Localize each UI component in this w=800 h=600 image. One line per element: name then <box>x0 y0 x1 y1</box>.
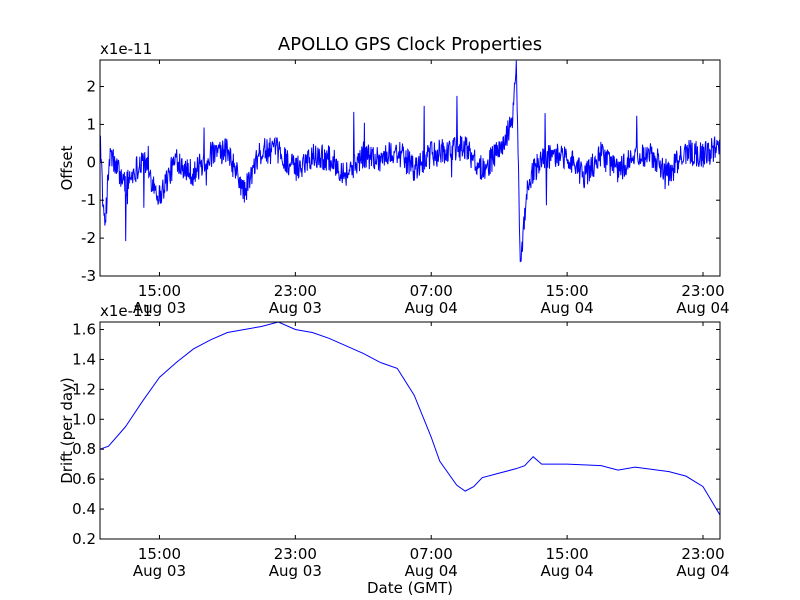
offset-x-tick-date: Aug 03 <box>269 299 322 317</box>
offset-y-multiplier: x1e-11 <box>100 40 152 58</box>
offset-axes-frame <box>99 59 721 277</box>
drift-y-tick-label: 0.4 <box>72 500 96 518</box>
drift-y-axis-label: Drift (per day) <box>58 377 76 484</box>
drift-x-tick-date: Aug 03 <box>269 562 322 580</box>
drift-x-tick-time: 07:00 <box>410 545 453 563</box>
drift-y-tick-label: 1.0 <box>72 410 96 428</box>
drift-y-tick-label: 0.2 <box>72 530 96 548</box>
drift-axes-frame <box>99 321 721 540</box>
drift-series-line <box>99 321 721 516</box>
offset-x-tick-date: Aug 04 <box>541 299 594 317</box>
offset-y-tick-label: -3 <box>81 267 96 285</box>
offset-y-tick-label: -1 <box>81 191 96 209</box>
drift-x-tick-time: 23:00 <box>274 545 317 563</box>
offset-y-tick-label: 2 <box>86 78 96 96</box>
offset-x-tick-date: Aug 03 <box>133 299 186 317</box>
offset-x-tick-time: 15:00 <box>546 282 589 300</box>
offset-y-tick-label: -2 <box>81 229 96 247</box>
offset-y-tick-label: 1 <box>86 115 96 133</box>
drift-x-tick-time: 23:00 <box>681 545 724 563</box>
offset-x-tick-time: 07:00 <box>410 282 453 300</box>
offset-x-tick-date: Aug 04 <box>405 299 458 317</box>
drift-x-tick-date: Aug 04 <box>676 562 729 580</box>
offset-x-tick-date: Aug 04 <box>676 299 729 317</box>
offset-y-axis-label: Offset <box>58 145 76 190</box>
drift-x-tick-date: Aug 04 <box>541 562 594 580</box>
offset-x-tick-time: 23:00 <box>681 282 724 300</box>
offset-y-tick-label: 0 <box>86 153 96 171</box>
drift-x-tick-time: 15:00 <box>138 545 181 563</box>
drift-y-tick-label: 0.8 <box>72 440 96 458</box>
drift-y-multiplier: x1e-11 <box>100 302 152 320</box>
figure-title: APOLLO GPS Clock Properties <box>278 34 542 55</box>
drift-x-tick-date: Aug 04 <box>405 562 458 580</box>
offset-x-tick-time: 23:00 <box>274 282 317 300</box>
drift-y-tick-label: 1.2 <box>72 380 96 398</box>
drift-x-tick-time: 15:00 <box>546 545 589 563</box>
drift-y-tick-label: 1.6 <box>72 320 96 338</box>
drift-x-axis-label: Date (GMT) <box>367 579 453 597</box>
drift-y-tick-label: 0.6 <box>72 470 96 488</box>
drift-x-tick-date: Aug 03 <box>133 562 186 580</box>
drift-y-tick-label: 1.4 <box>72 350 96 368</box>
offset-x-tick-time: 15:00 <box>138 282 181 300</box>
offset-series-line <box>99 60 721 263</box>
